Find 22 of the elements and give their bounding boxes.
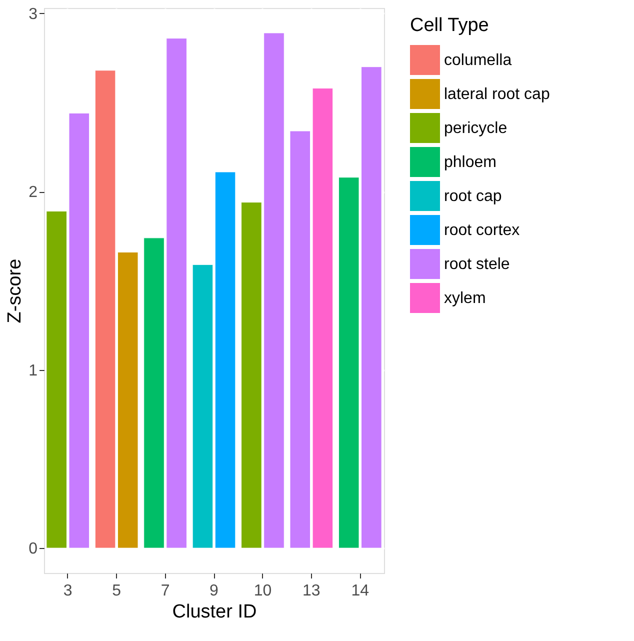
x-tick-label: 9 [210, 582, 219, 600]
y-axis-title: Z-score [4, 258, 26, 324]
legend-label: root stele [444, 256, 510, 273]
y-tick-label: 0 [28, 540, 38, 558]
legend-label: root cortex [444, 222, 520, 239]
y-tick-label: 1 [28, 362, 38, 380]
legend-label: phloem [444, 154, 496, 171]
y-tick-label: 3 [28, 6, 38, 23]
legend-label: pericycle [444, 120, 508, 137]
legend-title: Cell Type [410, 15, 489, 36]
x-tick-label: 3 [63, 582, 72, 600]
x-tick-label: 14 [351, 582, 370, 600]
x-tick-label: 13 [302, 582, 320, 600]
x-tick-label: 10 [254, 582, 272, 600]
x-tick-label: 7 [160, 582, 170, 600]
x-axis-title: Cluster ID [172, 602, 257, 622]
legend-label: lateral root cap [444, 86, 550, 103]
x-tick-label: 5 [112, 582, 122, 600]
legend-label: xylem [444, 290, 486, 307]
y-tick-label: 2 [28, 184, 38, 202]
legend-label: root cap [444, 188, 502, 205]
legend-label: columella [444, 52, 512, 69]
